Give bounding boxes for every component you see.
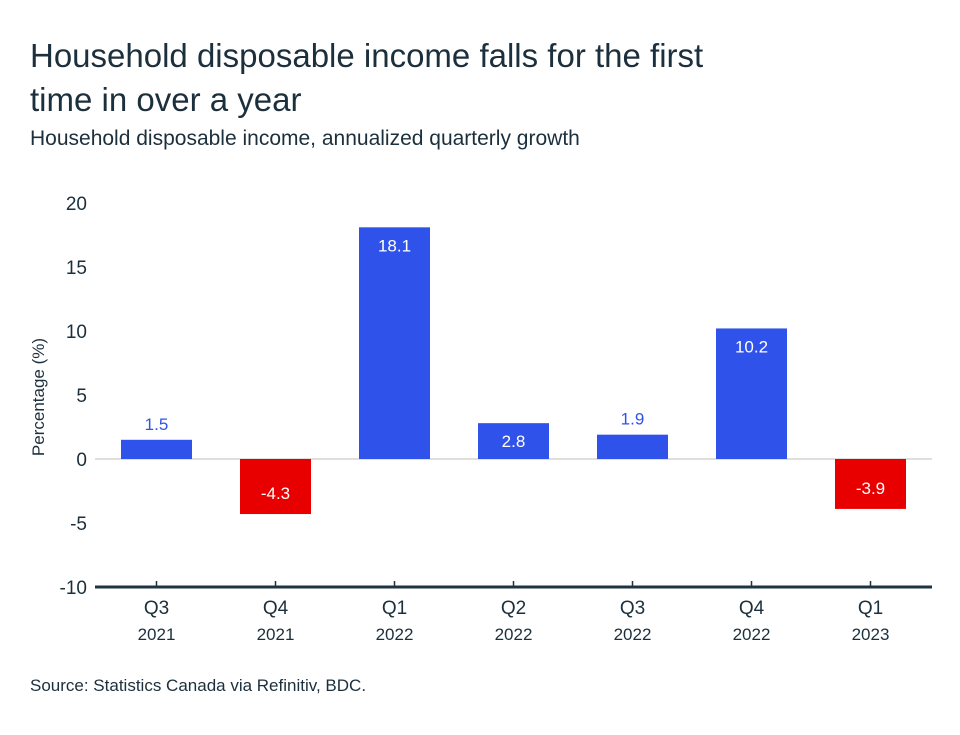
y-tick-label: 5 [76, 386, 87, 407]
x-tick-quarter: Q4 [739, 598, 765, 619]
y-tick-label: -5 [70, 514, 87, 535]
x-tick-year: 2022 [495, 625, 533, 644]
chart-title: Household disposable income falls for th… [30, 37, 704, 118]
x-tick-quarter: Q4 [263, 598, 289, 619]
data-label: -3.9 [856, 479, 885, 498]
bar [359, 227, 430, 459]
chart-subtitle: Household disposable income, annualized … [30, 127, 580, 150]
data-label: 10.2 [735, 337, 768, 356]
data-label: 2.8 [502, 432, 526, 451]
bar [716, 328, 787, 459]
y-tick-label: -10 [60, 578, 87, 599]
bar [835, 459, 906, 509]
x-tick-quarter: Q1 [858, 598, 883, 619]
data-label: 18.1 [378, 236, 411, 255]
source-note: Source: Statistics Canada via Refinitiv,… [30, 676, 367, 695]
y-tick-label: 10 [66, 322, 87, 343]
x-tick-quarter: Q3 [620, 598, 645, 619]
x-tick-year: 2023 [852, 625, 890, 644]
bar [121, 439, 192, 459]
x-tick-quarter: Q3 [144, 598, 169, 619]
y-tick-label: 15 [66, 258, 87, 279]
x-tick-year: 2022 [376, 625, 414, 644]
y-tick-label: 0 [76, 450, 87, 471]
bar [478, 423, 549, 459]
data-label: -4.3 [261, 484, 290, 503]
bar [240, 459, 311, 515]
y-tick-label: 20 [66, 194, 87, 215]
x-tick-year: 2021 [138, 625, 176, 644]
x-tick-quarter: Q2 [501, 598, 526, 619]
bar [597, 434, 668, 459]
data-label: 1.5 [145, 415, 169, 434]
x-tick-year: 2021 [257, 625, 295, 644]
x-tick-year: 2022 [614, 625, 652, 644]
data-label: 1.9 [621, 410, 645, 429]
x-tick-year: 2022 [733, 625, 771, 644]
x-tick-quarter: Q1 [382, 598, 407, 619]
y-axis-label: Percentage (%) [29, 338, 48, 456]
